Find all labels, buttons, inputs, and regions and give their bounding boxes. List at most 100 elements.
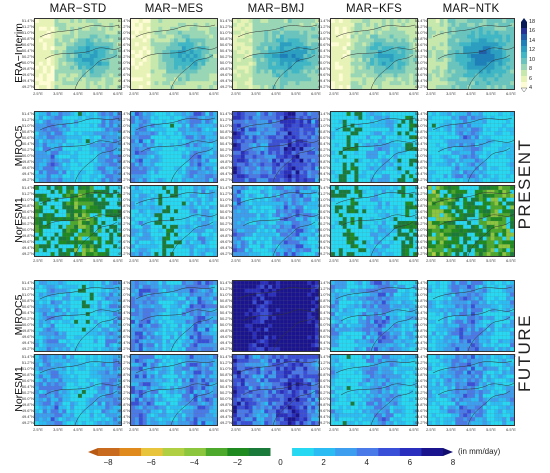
grid-cell bbox=[370, 154, 375, 160]
grid-cell bbox=[66, 81, 71, 86]
grid-cell bbox=[374, 73, 379, 78]
grid-cell bbox=[74, 197, 79, 203]
grid-cell bbox=[177, 30, 183, 36]
grid-cell bbox=[455, 50, 460, 55]
grid-cell bbox=[154, 166, 159, 171]
grid-cell bbox=[185, 131, 191, 136]
grid-cell bbox=[46, 81, 52, 86]
grid-cell bbox=[174, 162, 179, 167]
grid-cell bbox=[334, 34, 340, 39]
grid-cell bbox=[138, 50, 144, 55]
grid-cell bbox=[170, 54, 175, 59]
grid-cell bbox=[303, 19, 308, 24]
grid-cell bbox=[89, 224, 95, 230]
grid-cell bbox=[366, 127, 371, 132]
lat-tick-label: 49.8°N bbox=[117, 66, 130, 71]
grid-cell bbox=[240, 85, 246, 89]
grid-cell bbox=[85, 154, 91, 160]
grid-cell bbox=[101, 248, 106, 253]
grid-cell bbox=[197, 127, 202, 132]
grid-cell bbox=[66, 236, 71, 241]
grid-cell bbox=[272, 139, 277, 144]
grid-cell bbox=[272, 115, 277, 121]
grid-cell bbox=[451, 174, 456, 179]
grid-cell bbox=[81, 69, 87, 74]
grid-cell bbox=[35, 158, 40, 164]
grid-cell bbox=[510, 19, 514, 24]
grid-cell bbox=[131, 50, 136, 55]
grid-cell bbox=[381, 119, 387, 125]
grid-cell bbox=[197, 201, 202, 206]
grid-cell bbox=[439, 119, 445, 125]
grid-cell bbox=[158, 197, 163, 203]
grid-cell bbox=[248, 42, 254, 47]
grid-cell bbox=[54, 240, 59, 245]
grid-cell bbox=[370, 38, 375, 43]
grid-cell bbox=[291, 26, 297, 32]
grid-cell bbox=[510, 135, 514, 140]
grid-cell bbox=[502, 34, 507, 39]
grid-cell bbox=[248, 162, 254, 167]
grid-cell bbox=[287, 131, 293, 136]
grid-cell bbox=[338, 22, 344, 28]
grid-cell bbox=[358, 131, 363, 136]
grid-cell bbox=[162, 154, 167, 160]
grid-cell bbox=[170, 46, 175, 51]
grid-cell bbox=[205, 30, 210, 36]
grid-cell bbox=[189, 119, 195, 125]
grid-cell bbox=[162, 65, 167, 71]
grid-cell bbox=[260, 115, 265, 121]
grid-cell bbox=[510, 50, 514, 55]
grid-cell bbox=[117, 178, 121, 182]
grid-cell bbox=[205, 189, 210, 195]
grid-cell bbox=[177, 61, 183, 67]
grid-cell bbox=[362, 115, 367, 121]
grid-cell bbox=[131, 209, 136, 214]
grid-cell bbox=[307, 158, 312, 164]
grid-cell bbox=[74, 123, 79, 129]
grid-cell bbox=[370, 61, 375, 67]
grid-cell bbox=[166, 205, 171, 210]
grid-cell bbox=[142, 57, 148, 63]
grid-cell bbox=[385, 73, 391, 78]
grid-cell bbox=[287, 54, 293, 59]
grid-cell bbox=[138, 162, 144, 167]
grid-cell bbox=[74, 248, 79, 253]
grid-cell bbox=[439, 143, 445, 148]
grid-cell bbox=[109, 127, 114, 132]
grid-cell bbox=[236, 139, 242, 144]
grid-cell bbox=[435, 42, 441, 47]
grid-cell bbox=[158, 42, 163, 47]
grid-cell bbox=[413, 54, 417, 59]
grid-cell bbox=[158, 139, 163, 144]
grid-cell bbox=[142, 50, 148, 55]
grid-cell bbox=[134, 127, 140, 132]
grid-cell bbox=[42, 57, 48, 63]
grid-cell bbox=[38, 65, 44, 71]
grid-cell bbox=[358, 178, 363, 182]
grid-cell bbox=[181, 26, 187, 32]
grid-cell bbox=[439, 127, 445, 132]
grid-cell bbox=[174, 170, 179, 175]
grid-cell bbox=[428, 22, 433, 28]
grid-cell bbox=[209, 139, 214, 144]
grid-cell bbox=[366, 42, 371, 47]
grid-cell bbox=[362, 127, 367, 132]
grid-cell bbox=[299, 158, 304, 164]
grid-cell bbox=[138, 115, 144, 121]
lat-tick-label: 49.8°N bbox=[21, 66, 34, 71]
grid-cell bbox=[101, 65, 106, 71]
grid-cell bbox=[185, 201, 191, 206]
grid-cell bbox=[209, 46, 214, 51]
grid-cell bbox=[268, 158, 273, 164]
grid-cell bbox=[409, 178, 414, 182]
grid-cell bbox=[443, 174, 449, 179]
grid-cell bbox=[138, 154, 144, 160]
grid-cell bbox=[174, 143, 179, 148]
grid-cell bbox=[101, 19, 106, 24]
grid-cell bbox=[85, 22, 91, 28]
grid-cell bbox=[240, 57, 246, 63]
grid-cell bbox=[205, 54, 210, 59]
grid-cell bbox=[287, 147, 293, 152]
grid-cell bbox=[240, 38, 246, 43]
